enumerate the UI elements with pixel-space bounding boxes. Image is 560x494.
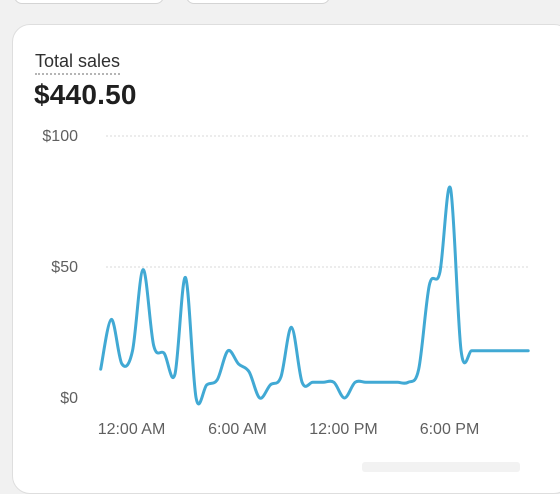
- data-point[interactable]: [518, 348, 524, 354]
- x-tick-label: 12:00 PM: [309, 421, 377, 438]
- data-point[interactable]: [236, 361, 242, 367]
- data-point[interactable]: [320, 379, 326, 385]
- y-tick-label: $0: [60, 390, 78, 407]
- data-point[interactable]: [416, 366, 422, 372]
- data-point[interactable]: [426, 282, 432, 288]
- data-point[interactable]: [161, 351, 167, 357]
- y-tick-label: $50: [51, 259, 78, 276]
- sales-line-chart: $0 $50 $100 12:00 AM 6:00 AM 12:00 PM 6:00 PM: [42, 128, 531, 438]
- data-point[interactable]: [151, 343, 157, 349]
- data-point[interactable]: [458, 348, 464, 354]
- x-tick-label: 6:00 PM: [420, 421, 480, 438]
- data-point[interactable]: [352, 379, 358, 385]
- data-point[interactable]: [299, 379, 305, 385]
- data-point[interactable]: [289, 324, 295, 330]
- total-sales-label[interactable]: Total sales: [35, 51, 121, 75]
- data-point[interactable]: [384, 379, 390, 385]
- data-point[interactable]: [395, 379, 401, 385]
- data-point[interactable]: [193, 395, 199, 401]
- footer-bar: [362, 462, 520, 472]
- data-point[interactable]: [363, 379, 369, 385]
- data-point[interactable]: [225, 348, 231, 354]
- data-point[interactable]: [257, 395, 263, 401]
- data-point[interactable]: [246, 369, 252, 375]
- data-point[interactable]: [108, 316, 114, 322]
- data-point[interactable]: [405, 379, 411, 385]
- data-point[interactable]: [501, 348, 507, 354]
- data-point[interactable]: [267, 382, 273, 388]
- x-tick-label: 12:00 AM: [98, 421, 166, 438]
- data-point[interactable]: [511, 348, 517, 354]
- data-point[interactable]: [98, 366, 104, 372]
- total-sales-value: $440.50: [34, 79, 137, 110]
- sales-series-line[interactable]: [99, 185, 530, 406]
- data-point[interactable]: [183, 275, 189, 281]
- data-point[interactable]: [373, 379, 379, 385]
- x-tick-label: 6:00 AM: [208, 421, 267, 438]
- data-point[interactable]: [525, 348, 531, 354]
- total-sales-card: Total sales $440.50: [12, 24, 560, 494]
- data-point[interactable]: [437, 269, 443, 275]
- data-point[interactable]: [490, 348, 496, 354]
- data-point[interactable]: [479, 348, 485, 354]
- data-point[interactable]: [130, 348, 136, 354]
- data-point[interactable]: [342, 395, 348, 401]
- data-point[interactable]: [448, 185, 454, 191]
- data-point[interactable]: [172, 371, 178, 377]
- data-point[interactable]: [140, 267, 146, 273]
- data-point[interactable]: [469, 348, 475, 354]
- data-point[interactable]: [331, 379, 337, 385]
- data-point[interactable]: [278, 374, 284, 380]
- data-point[interactable]: [119, 361, 125, 367]
- data-point[interactable]: [310, 379, 316, 385]
- data-point[interactable]: [214, 377, 220, 383]
- y-tick-label: $100: [42, 128, 78, 145]
- data-point[interactable]: [204, 382, 210, 388]
